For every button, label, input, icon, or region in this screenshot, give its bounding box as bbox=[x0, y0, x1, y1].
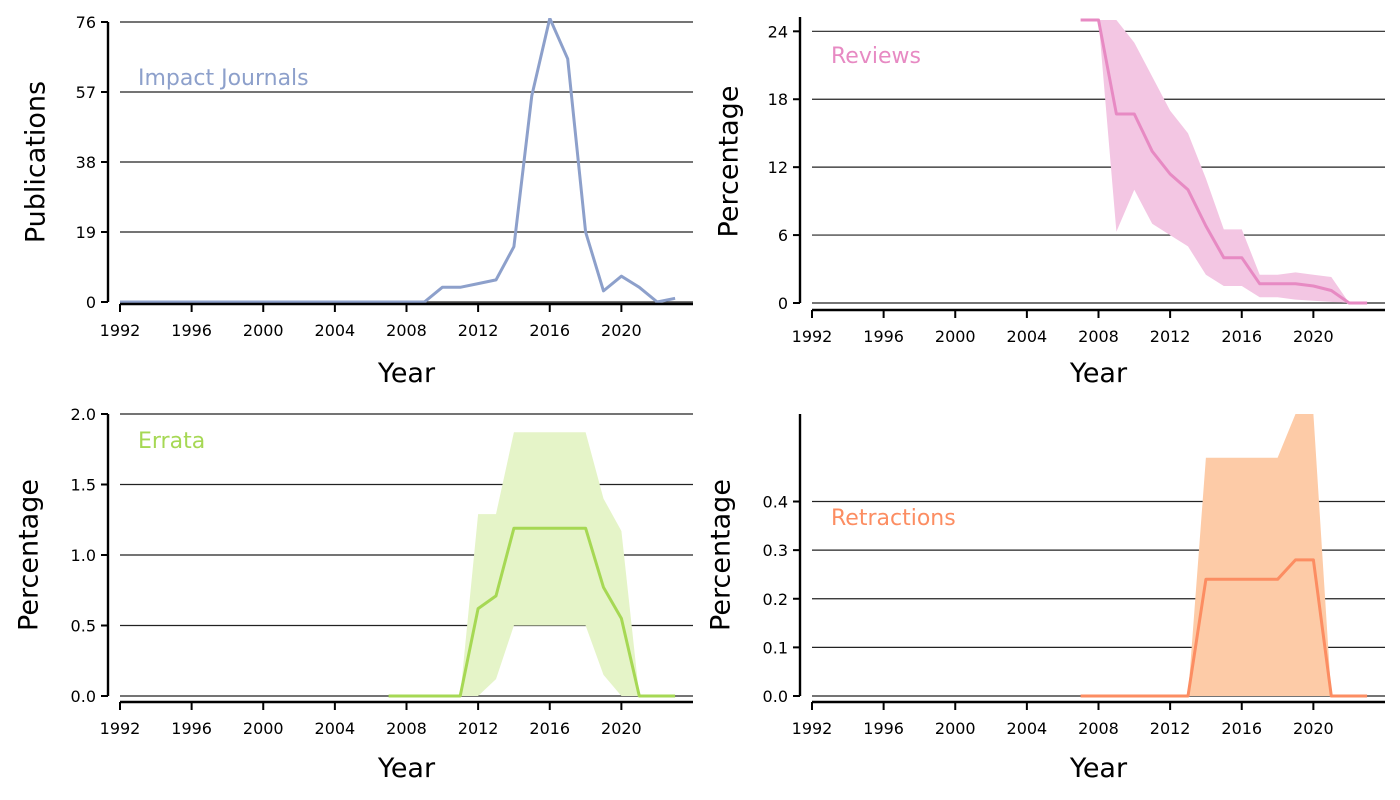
x-tick-label: 2016 bbox=[1221, 719, 1262, 738]
y-axis-label: Publications bbox=[21, 81, 52, 243]
y-tick-label: 57 bbox=[76, 83, 96, 102]
y-tick-label: 0.3 bbox=[763, 541, 788, 560]
series-line bbox=[120, 18, 676, 304]
x-tick-label: 2004 bbox=[1007, 327, 1048, 346]
x-tick-label: 2008 bbox=[386, 321, 427, 340]
y-tick-label: 0.5 bbox=[71, 617, 96, 636]
y-tick-label: 0.0 bbox=[71, 687, 96, 706]
x-tick-label: 2008 bbox=[1078, 719, 1119, 738]
x-tick-label: 2004 bbox=[315, 321, 356, 340]
x-tick-label: 2008 bbox=[1078, 327, 1119, 346]
series-line bbox=[388, 526, 676, 698]
x-tick-label: 2004 bbox=[315, 719, 356, 738]
y-tick-label: 6 bbox=[778, 226, 788, 245]
x-tick-label: 2020 bbox=[601, 719, 642, 738]
x-tick-label: 1992 bbox=[100, 719, 141, 738]
y-tick-label: 18 bbox=[768, 90, 788, 109]
x-tick-label: 2016 bbox=[1221, 327, 1262, 346]
x-tick-label: 2008 bbox=[386, 719, 427, 738]
x-tick-label: 1992 bbox=[792, 719, 833, 738]
x-tick-label: 2020 bbox=[1293, 327, 1334, 346]
y-tick-label: 1.5 bbox=[71, 476, 96, 495]
confidence-band bbox=[388, 432, 676, 696]
x-tick-label: 1996 bbox=[171, 321, 212, 340]
x-tick-label: 1996 bbox=[863, 719, 904, 738]
x-axis-label: Year bbox=[1069, 358, 1128, 389]
x-axis-label: Year bbox=[377, 753, 436, 784]
panel-impact: 0 19 38 57 76 1992 1996 2000 2004 2008 2012 2016 202… bbox=[21, 13, 693, 389]
x-axis-label: Year bbox=[1069, 753, 1128, 784]
x-tick-label: 2000 bbox=[935, 719, 976, 738]
x-tick-label: 2012 bbox=[458, 719, 499, 738]
x-tick-label: 2016 bbox=[529, 719, 570, 738]
series-line bbox=[1080, 558, 1368, 698]
y-tick-label: 38 bbox=[76, 153, 96, 172]
x-tick-label: 2000 bbox=[243, 719, 284, 738]
y-tick-label: 2.0 bbox=[71, 405, 96, 424]
x-tick-label: 1996 bbox=[863, 327, 904, 346]
x-tick-label: 2000 bbox=[243, 321, 284, 340]
y-axis-label: Percentage bbox=[14, 479, 45, 631]
panel-errata: 0.0 0.5 1.0 1.5 2.0 1992 1996 2000 2004 2008 2012 2… bbox=[14, 405, 693, 784]
confidence-band bbox=[1080, 414, 1368, 696]
confidence-band bbox=[1080, 20, 1368, 303]
x-tick-label: 1996 bbox=[171, 719, 212, 738]
x-tick-label: 2012 bbox=[458, 321, 499, 340]
y-tick-label: 12 bbox=[768, 158, 788, 177]
x-tick-label: 2012 bbox=[1150, 719, 1191, 738]
series-line bbox=[1080, 18, 1368, 305]
y-tick-label: 24 bbox=[768, 22, 788, 41]
y-axis-label: Percentage bbox=[714, 86, 745, 238]
x-tick-label: 2020 bbox=[601, 321, 642, 340]
x-axis-label: Year bbox=[377, 358, 436, 389]
y-axis-label: Percentage bbox=[706, 479, 737, 631]
x-tick-label: 2020 bbox=[1293, 719, 1334, 738]
y-tick-label: 76 bbox=[76, 13, 96, 32]
y-tick-label: 19 bbox=[76, 223, 96, 242]
series-label: Impact Journals bbox=[138, 66, 309, 91]
y-tick-label: 0.2 bbox=[763, 590, 788, 609]
series-label: Errata bbox=[138, 429, 205, 454]
x-tick-label: 1992 bbox=[100, 321, 141, 340]
panel-retractions: 0.0 0.1 0.2 0.3 0.4 1992 1996 2000 2004 2008 2012 2… bbox=[706, 414, 1385, 784]
panel-reviews: 0 6 12 18 24 1992 1996 2000 2004 2008 2012 2016 2020… bbox=[714, 17, 1385, 389]
x-tick-label: 2000 bbox=[935, 327, 976, 346]
x-tick-label: 2012 bbox=[1150, 327, 1191, 346]
y-tick-label: 0 bbox=[778, 294, 788, 313]
y-tick-label: 0.4 bbox=[763, 493, 788, 512]
y-tick-label: 1.0 bbox=[71, 546, 96, 565]
x-tick-label: 2016 bbox=[529, 321, 570, 340]
series-label: Reviews bbox=[831, 44, 921, 69]
y-tick-label: 0.0 bbox=[763, 687, 788, 706]
x-tick-label: 2004 bbox=[1007, 719, 1048, 738]
series-label: Retractions bbox=[831, 506, 956, 531]
y-tick-label: 0 bbox=[86, 293, 96, 312]
x-tick-label: 1992 bbox=[792, 327, 833, 346]
y-tick-label: 0.1 bbox=[763, 638, 788, 657]
